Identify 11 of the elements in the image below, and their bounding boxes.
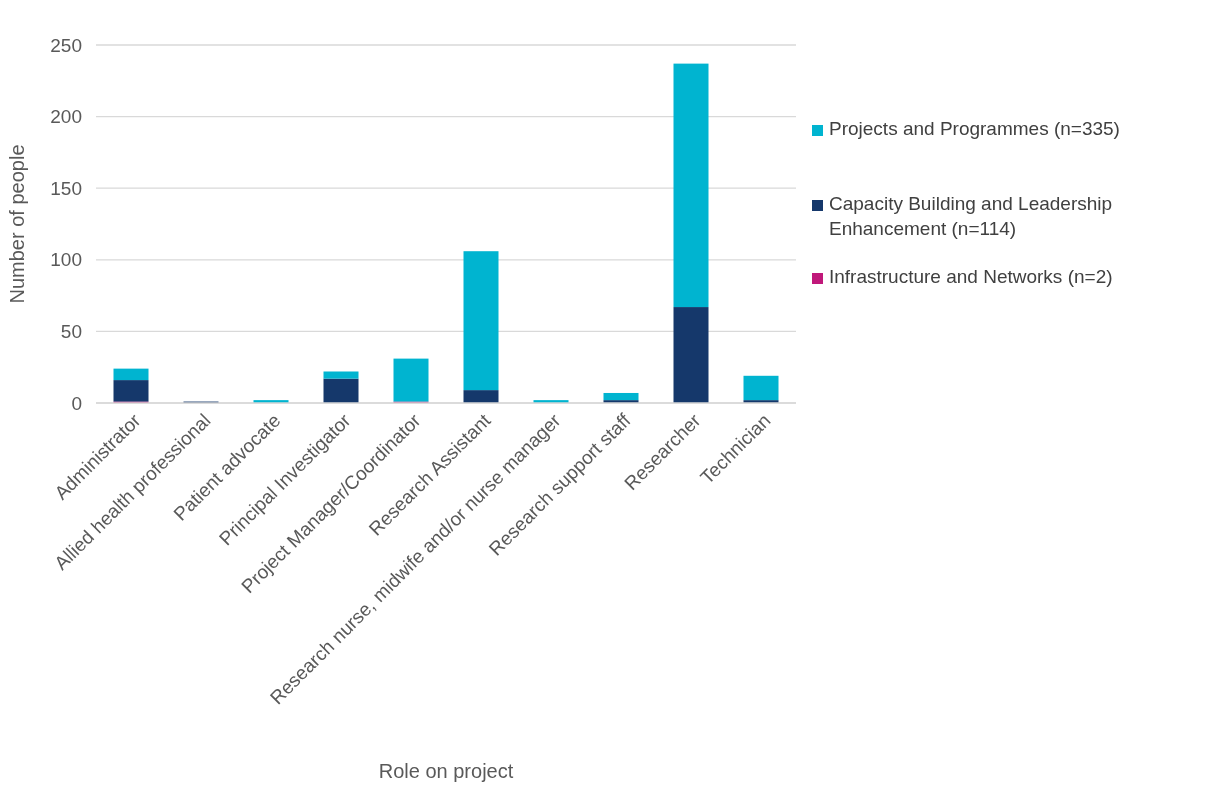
y-axis-title: Number of people <box>6 144 28 304</box>
legend-label: Infrastructure and Networks (n=2) <box>829 266 1113 287</box>
y-tick-label: 250 <box>50 34 82 56</box>
y-tick-label: 100 <box>50 249 82 271</box>
y-tick-label: 50 <box>60 321 82 343</box>
y-tick-label: 150 <box>50 177 82 199</box>
y-tick-label: 200 <box>50 106 82 128</box>
legend-label: Projects and Programmes (n=335) <box>829 118 1120 139</box>
legend-label: Capacity Building and Leadership Enhancement (n=114) <box>829 193 1113 239</box>
x-axis-title: Role on project <box>378 760 514 782</box>
y-tick-label: 0 <box>71 392 82 414</box>
